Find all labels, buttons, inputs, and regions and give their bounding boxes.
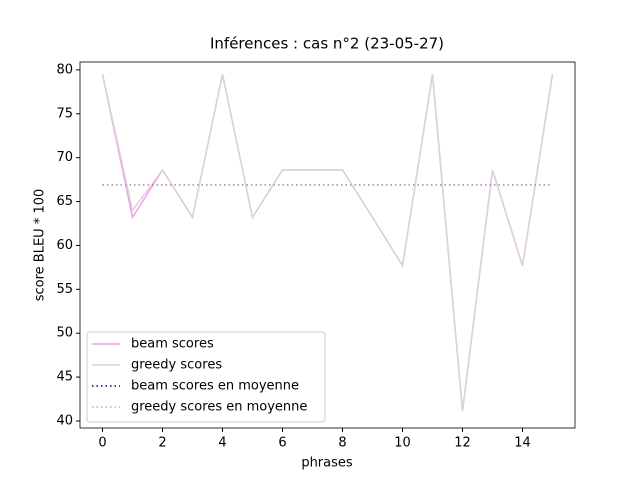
y-tick-label: 40 [56,413,73,428]
y-tick-label: 80 [56,62,73,77]
plot-frame [79,61,576,429]
series-line [101,74,554,412]
x-tick-label: 0 [98,436,106,451]
legend-label: greedy scores en moyenne [131,400,307,415]
y-axis-label: score BLEU * 100 [33,189,48,302]
y-tick-label: 50 [56,326,73,341]
x-tick-label: 12 [454,436,471,451]
x-tick-label: 10 [394,436,411,451]
legend-box [86,331,326,423]
x-tick-label: 8 [338,436,346,451]
legend-label: beam scores [131,337,214,352]
legend-label: beam scores en moyenne [131,379,299,394]
y-tick-label: 70 [56,150,73,165]
y-tick-label: 45 [56,370,73,385]
y-tick-label: 60 [56,238,73,253]
x-axis-label: phrases [301,456,353,471]
y-tick-label: 65 [56,194,73,209]
x-tick-label: 6 [278,436,286,451]
x-tick-label: 4 [218,436,226,451]
x-tick-label: 14 [514,436,531,451]
chart-title: Inférences : cas n°2 (23-05-27) [210,35,444,53]
y-tick-label: 55 [56,282,73,297]
legend-label: greedy scores [131,358,222,373]
x-tick-label: 2 [158,436,166,451]
y-tick-label: 75 [56,106,73,121]
